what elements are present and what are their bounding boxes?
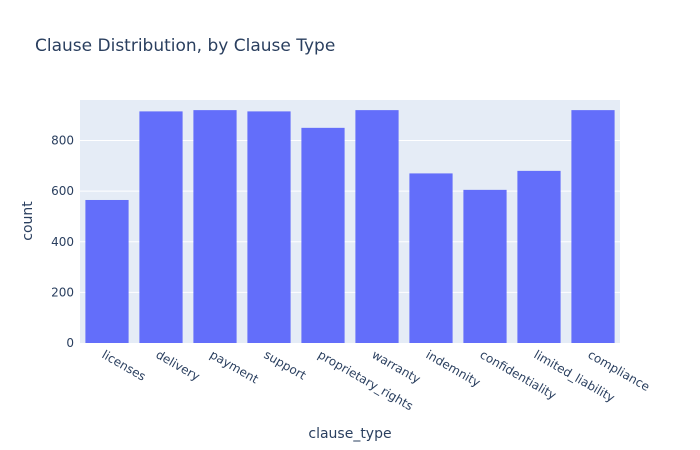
bar-licenses	[85, 199, 129, 343]
x-tick-label: payment	[208, 347, 262, 386]
x-tick-label: proprietary_rights	[316, 347, 416, 413]
x-tick-label: licenses	[100, 347, 149, 383]
y-tick-label: 400	[51, 235, 74, 249]
bars	[85, 110, 615, 343]
bar-payment	[193, 110, 237, 343]
x-tick-labels: licenses delivery payment support proprietar…	[100, 347, 653, 413]
y-tick-labels: 0 200 400 600 800	[51, 134, 74, 351]
y-tick-label: 600	[51, 184, 74, 198]
y-tick-label: 0	[66, 336, 74, 350]
x-axis-title: clause_type	[308, 426, 391, 442]
bar-support	[247, 111, 291, 343]
chart-title: Clause Distribution, by Clause Type	[35, 36, 335, 56]
x-tick-label: indemnity	[424, 347, 483, 389]
x-tick-label: support	[262, 347, 309, 382]
bar-limited-liability	[517, 170, 561, 343]
x-tick-label: delivery	[154, 347, 203, 383]
y-tick-label: 800	[51, 134, 74, 148]
y-axis-title: count	[20, 201, 36, 241]
bar-warranty	[355, 110, 399, 343]
y-tick-label: 200	[51, 285, 74, 299]
bar-proprietary-rights	[301, 127, 345, 343]
bar-compliance	[571, 110, 615, 343]
bar-delivery	[139, 111, 183, 343]
bar-indemnity	[409, 173, 453, 343]
bar-confidentiality	[463, 189, 507, 343]
